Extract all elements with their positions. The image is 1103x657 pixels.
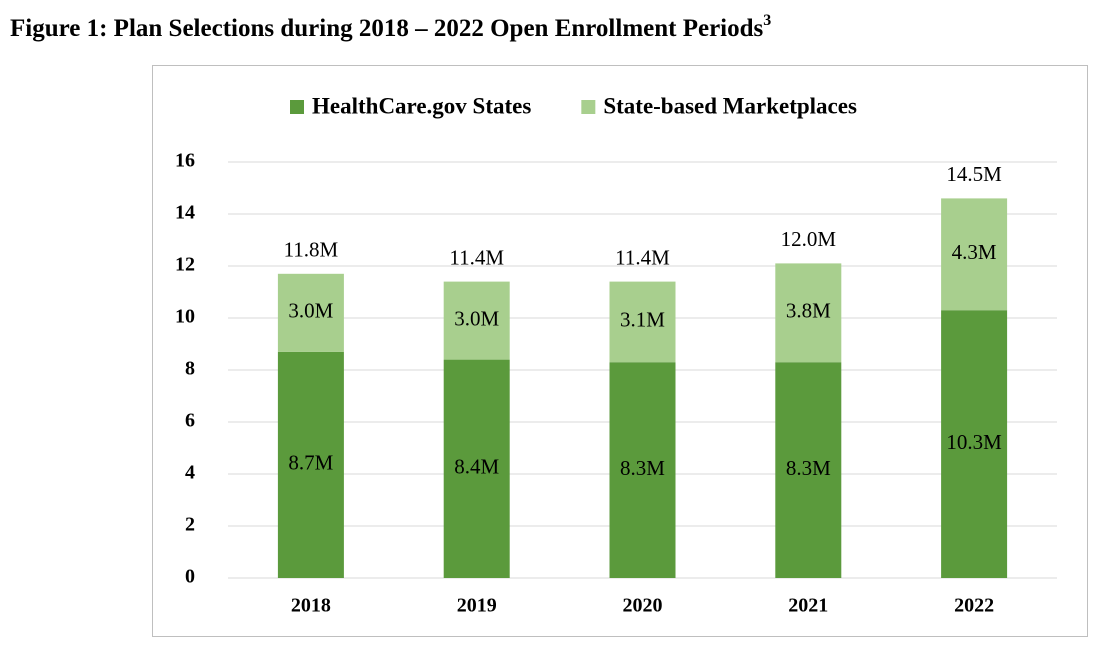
legend-swatch [290,100,304,114]
segment-label: 4.3M [952,240,997,264]
y-tick-label: 4 [185,462,195,484]
y-tick-label: 10 [175,306,195,328]
y-tick-label: 14 [175,202,195,224]
legend-label: State-based Marketplaces [603,93,857,118]
legend-label: HealthCare.gov States [312,93,531,118]
legend-swatch [581,100,596,114]
chart-title: Figure 1: Plan Selections during 2018 – … [10,12,771,42]
total-label: 12.0M [781,227,837,251]
title-footnote: 3 [763,12,771,29]
segment-label: 8.3M [620,456,665,480]
x-tick-label: 2022 [954,595,994,617]
x-tick-label: 2018 [291,595,331,617]
segment-label: 8.3M [786,456,831,480]
segment-label: 3.8M [786,299,831,323]
segment-label: 10.3M [946,430,1002,454]
bar-segment [277,273,344,352]
bar-segment [941,198,1008,311]
bar-segment [277,351,344,578]
bar-segment [443,359,510,578]
segment-label: 3.0M [288,299,333,323]
total-label: 11.4M [615,245,670,269]
bar-segment [941,310,1008,578]
x-tick-label: 2020 [623,595,663,617]
bar-segment [609,362,676,578]
total-label: 14.5M [946,162,1002,186]
segment-label: 8.7M [288,451,333,475]
y-tick-label: 6 [185,410,195,432]
bar-segment [775,362,842,578]
total-label: 11.8M [284,238,339,262]
segment-label: 8.4M [454,455,499,479]
x-tick-label: 2019 [457,595,497,617]
y-tick-label: 2 [185,514,195,536]
total-label: 11.4M [449,245,504,269]
bar-segment [775,263,842,363]
segment-label: 3.0M [454,306,499,330]
y-tick-label: 8 [185,358,195,380]
y-tick-label: 16 [175,150,195,172]
chart-frame [152,65,1088,637]
y-tick-label: 12 [175,254,195,276]
title-text: Figure 1: Plan Selections during 2018 – … [10,15,764,42]
bar-segment [443,281,510,360]
y-tick-label: 0 [185,566,195,588]
segment-label: 3.1M [620,308,665,332]
x-tick-label: 2021 [788,595,828,617]
bar-segment [609,281,676,363]
